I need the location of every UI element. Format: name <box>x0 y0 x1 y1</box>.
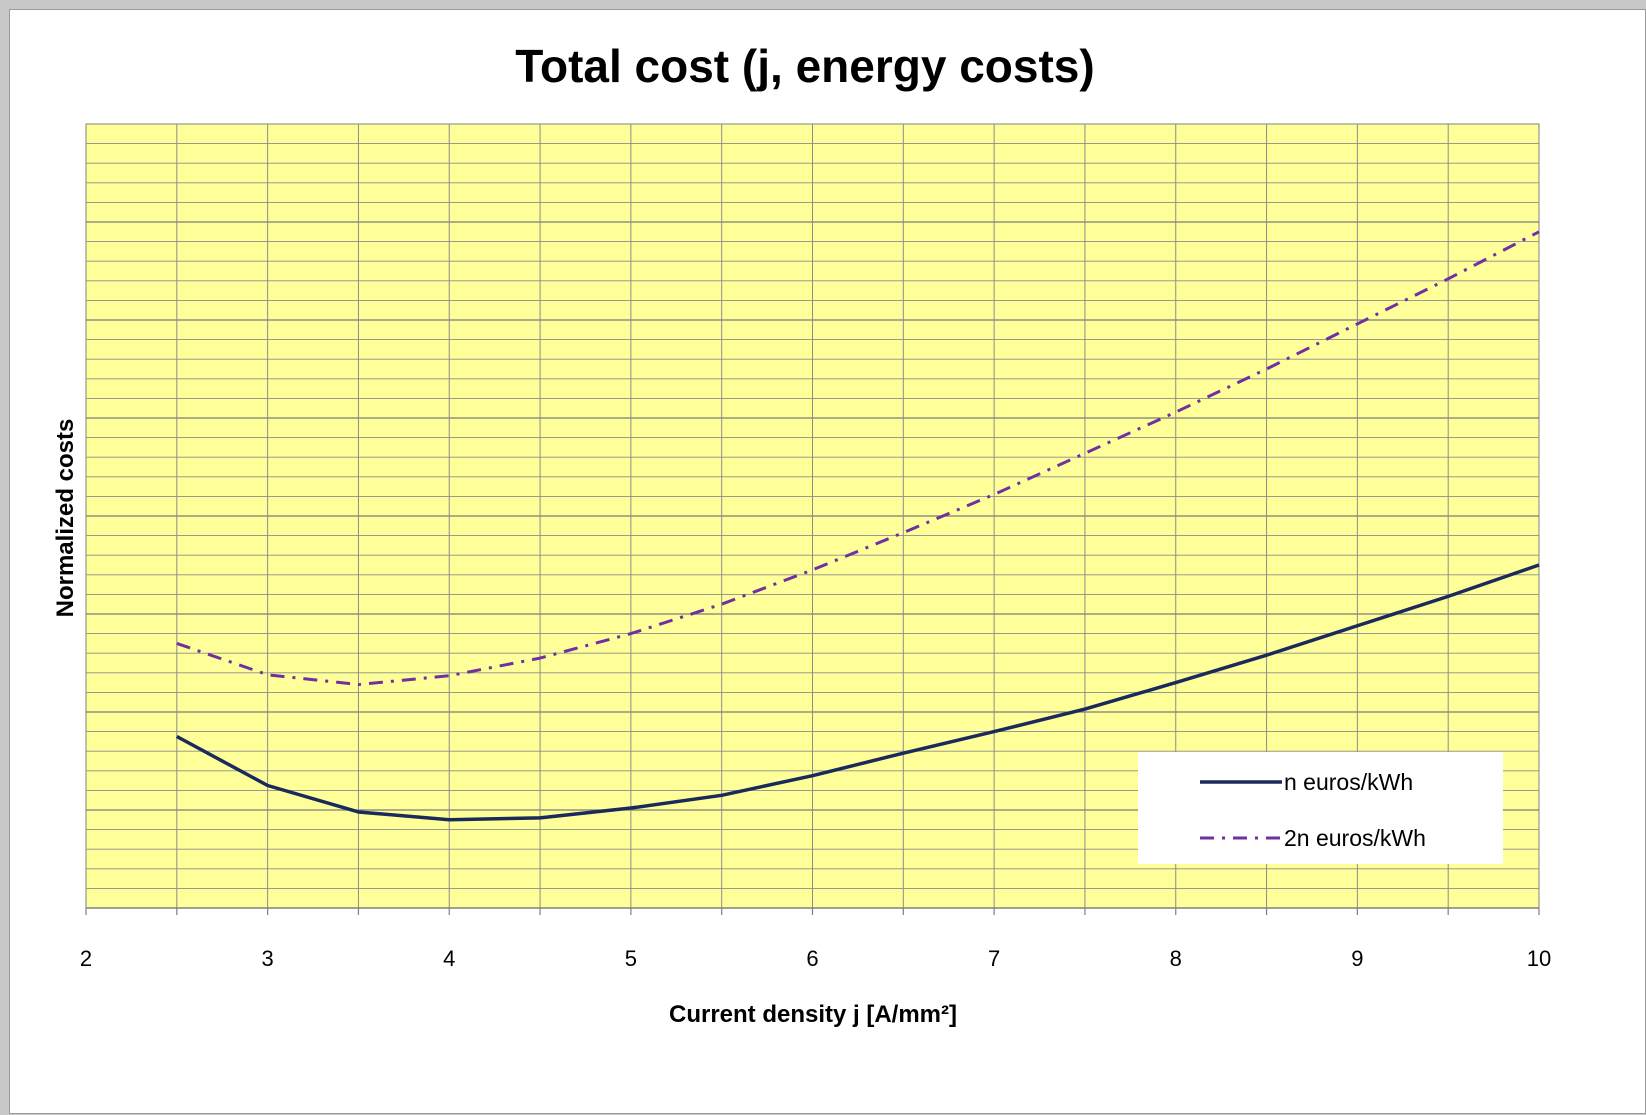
series-layer <box>175 230 1540 822</box>
x-tick-label: 2 <box>80 946 92 971</box>
x-tick-label: 4 <box>443 946 455 971</box>
chart-title: Total cost (j, energy costs) <box>515 40 1094 92</box>
x-tick-label: 5 <box>625 946 637 971</box>
x-tick-label: 10 <box>1527 946 1551 971</box>
legend: n euros/kWh 2n euros/kWh <box>1138 752 1503 864</box>
legend-label-2n: 2n euros/kWh <box>1284 825 1426 851</box>
x-tick-label: 9 <box>1351 946 1363 971</box>
x-tick-label: 6 <box>806 946 818 971</box>
x-axis-title: Current density j [A/mm²] <box>669 1001 957 1028</box>
chart-frame: Total cost (j, energy costs) 2 3 4 5 6 7 8 9 10 … <box>9 9 1646 1114</box>
plot-area <box>85 123 1540 909</box>
y-axis-title: Normalized costs <box>52 419 79 618</box>
x-tick-label: 7 <box>988 946 1000 971</box>
series-line-0 <box>175 563 1540 822</box>
legend-box <box>1138 752 1503 864</box>
x-tick-label: 8 <box>1170 946 1182 971</box>
chart-svg: Total cost (j, energy costs) 2 3 4 5 6 7 8 9 10 … <box>52 40 1551 1028</box>
x-tick-label: 3 <box>262 946 274 971</box>
series-line-1 <box>176 230 1540 687</box>
legend-label-n: n euros/kWh <box>1284 769 1413 795</box>
x-axis: 2 3 4 5 6 7 8 9 10 <box>80 907 1551 971</box>
grid-major <box>86 124 1539 908</box>
